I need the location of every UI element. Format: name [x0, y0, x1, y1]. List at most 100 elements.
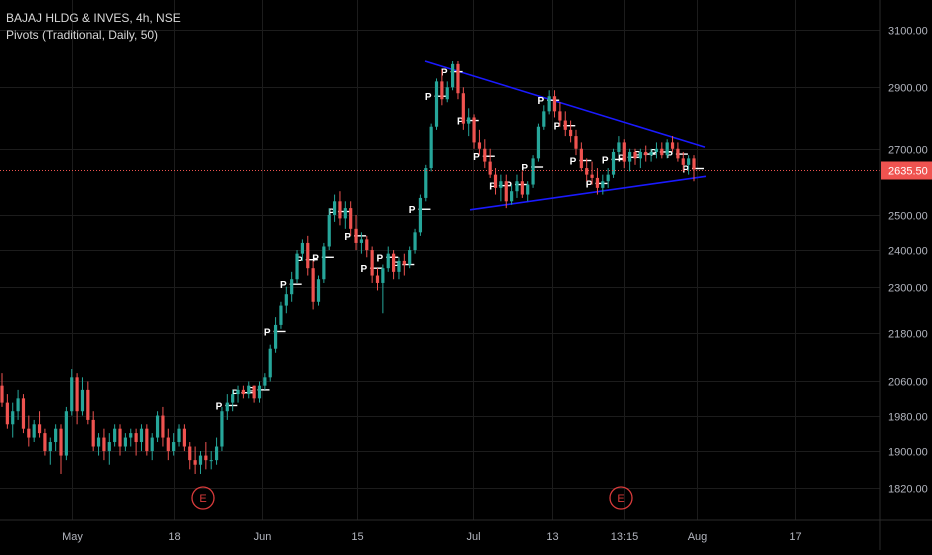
candle	[402, 253, 406, 276]
candle	[526, 181, 530, 202]
candle	[585, 158, 589, 182]
candle	[113, 424, 117, 447]
candle	[349, 201, 353, 236]
candle	[461, 87, 465, 130]
candle	[595, 168, 600, 195]
candle	[91, 411, 95, 452]
candle	[670, 136, 675, 152]
candle	[172, 433, 176, 456]
candle	[0, 373, 4, 407]
svg-text:P: P	[216, 401, 223, 412]
candle	[188, 442, 192, 470]
candle	[70, 369, 74, 416]
price-tick-label: 2700.00	[888, 145, 928, 157]
candle	[257, 381, 262, 403]
last-price-badge: 2635.50	[881, 161, 932, 180]
candle	[327, 208, 331, 251]
price-tick-label: 3100.00	[888, 26, 928, 38]
candle	[418, 194, 423, 236]
candle	[236, 385, 240, 403]
candle	[123, 433, 127, 452]
candle	[64, 406, 68, 461]
candle	[536, 123, 541, 162]
trendline	[424, 60, 706, 148]
candle	[21, 394, 26, 434]
price-tick-label: 2500.00	[888, 211, 928, 223]
svg-text:P: P	[682, 165, 689, 176]
svg-text:P: P	[521, 163, 528, 174]
price-tick-label: 1900.00	[888, 447, 928, 459]
candle	[150, 433, 154, 461]
candle	[27, 415, 31, 447]
candle	[515, 174, 519, 198]
svg-text:P: P	[650, 148, 657, 159]
time-tick-label: Jun	[254, 531, 272, 543]
candle	[161, 406, 165, 447]
candle	[263, 373, 267, 390]
grid	[0, 0, 880, 520]
candle	[102, 428, 106, 461]
candle	[391, 250, 396, 280]
price-tick-label: 2060.00	[888, 377, 928, 389]
time-tick-label: 17	[789, 531, 801, 543]
candle	[429, 123, 433, 172]
svg-text:P: P	[232, 389, 239, 400]
svg-text:P: P	[457, 117, 464, 128]
time-tick-label: Jul	[466, 531, 480, 543]
candle	[241, 385, 245, 399]
time-axis[interactable]: May 18 Jun 15 Jul 13 13:15 Aug 17	[0, 519, 932, 543]
candle	[32, 419, 36, 443]
candle	[606, 168, 610, 188]
price-tick-label: 1980.00	[888, 412, 928, 424]
svg-text:E: E	[199, 493, 206, 505]
candle	[225, 394, 229, 420]
svg-text:P: P	[264, 327, 271, 338]
trendline	[469, 175, 707, 211]
candle	[284, 286, 288, 314]
earnings-marker[interactable]: E	[609, 486, 633, 510]
price-tick-label: 2300.00	[888, 283, 928, 295]
svg-text:P: P	[570, 157, 577, 168]
svg-text:P: P	[409, 205, 416, 216]
symbol-title: BAJAJ HLDG & INVES, 4h, NSE	[6, 11, 181, 25]
candle	[300, 239, 305, 261]
candle	[676, 142, 680, 162]
candle	[665, 139, 669, 159]
candle	[129, 428, 133, 447]
candle	[16, 389, 20, 420]
svg-text:P: P	[666, 150, 673, 161]
candle	[365, 235, 369, 258]
candle	[499, 174, 503, 202]
candle	[569, 120, 573, 143]
svg-text:P: P	[602, 155, 609, 166]
candle	[493, 168, 498, 195]
price-tick-label: 2180.00	[888, 329, 928, 341]
candle	[574, 129, 578, 156]
candle	[107, 433, 111, 465]
candle	[209, 451, 213, 470]
candle	[654, 142, 659, 159]
candle	[295, 250, 299, 283]
time-tick-label: Aug	[688, 531, 708, 543]
price-tick-label: 1820.00	[888, 484, 928, 496]
time-tick-label: 15	[351, 531, 363, 543]
candle	[617, 136, 621, 156]
candles	[0, 60, 696, 474]
candle	[660, 142, 664, 159]
candle	[54, 424, 58, 452]
candle	[311, 260, 315, 310]
candle	[370, 246, 374, 283]
candle	[520, 171, 524, 198]
candle	[381, 264, 385, 314]
candle	[48, 437, 52, 465]
candle	[204, 442, 208, 470]
earnings-marker[interactable]: E	[191, 486, 215, 510]
price-axis[interactable]: 3100.00 2900.00 2700.00 2500.00 2400.00 2300.…	[879, 0, 932, 550]
candle	[193, 446, 197, 474]
candle	[590, 161, 594, 185]
candle	[687, 155, 691, 175]
